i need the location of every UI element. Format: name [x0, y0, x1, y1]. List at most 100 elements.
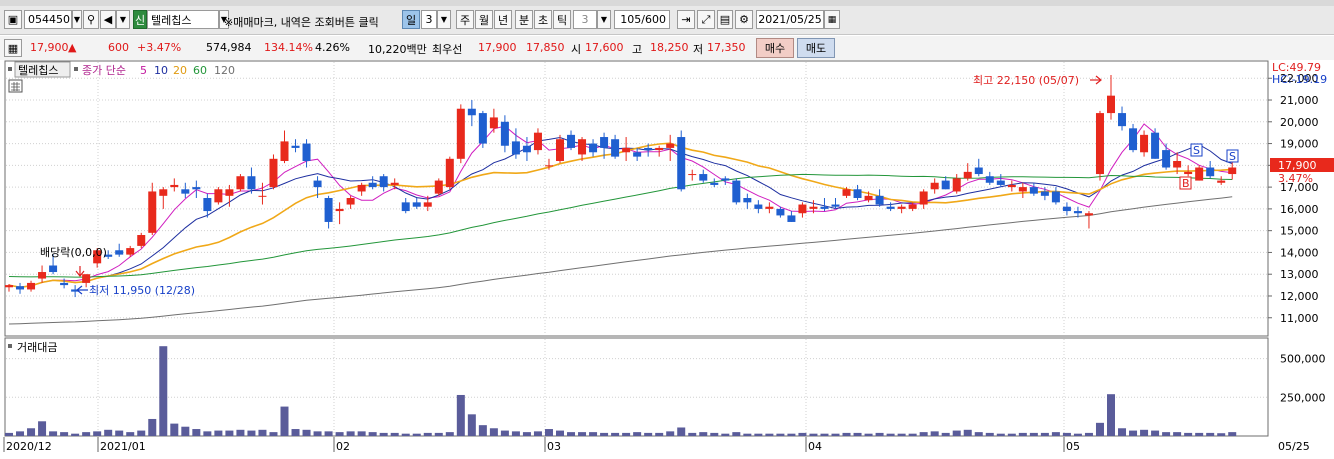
volume-bar	[611, 432, 620, 436]
candle-body	[875, 195, 884, 205]
candle-body	[291, 145, 300, 148]
stock-name-dropdown-icon[interactable]: ▼	[219, 10, 229, 29]
settings-gear-icon[interactable]: ⚙	[735, 10, 753, 29]
x-tick-label: 2021/01	[100, 440, 146, 453]
candle-body	[280, 141, 289, 161]
buy-button[interactable]: 매수	[756, 38, 794, 58]
legend-name-box[interactable]	[14, 61, 71, 78]
candle-body	[1040, 191, 1049, 196]
volume-bar	[1173, 432, 1182, 436]
change-percent: +3.47%	[137, 41, 182, 54]
period-second-button[interactable]: 초	[534, 10, 552, 29]
volume-bar	[1195, 432, 1204, 436]
stock-code-input[interactable]: 054450	[24, 10, 72, 29]
legend-ma60: 60	[193, 64, 207, 77]
volume-bar	[1206, 432, 1215, 436]
candle-body	[864, 195, 873, 201]
volume-bar	[60, 432, 69, 436]
volume-bar	[886, 433, 895, 436]
date-field[interactable]: 2021/05/25	[756, 10, 824, 29]
tick-count-dropdown-icon[interactable]: ▼	[597, 10, 611, 29]
candle-body	[1184, 171, 1193, 175]
open-price: 17,600	[585, 41, 624, 54]
volume-bars	[5, 346, 1237, 436]
candle-body	[467, 108, 476, 116]
period-minute-button[interactable]: 분	[515, 10, 533, 29]
volume-bar	[710, 432, 719, 436]
legend-ma10: 10	[154, 64, 168, 77]
candle-body	[1173, 160, 1182, 168]
candle-body	[1151, 132, 1160, 159]
legend-ma-marker-icon	[74, 67, 78, 71]
volume-bar	[1129, 430, 1138, 436]
y-tick-label: 15,000	[1280, 225, 1319, 238]
candle-body	[556, 139, 564, 161]
stock-name-field[interactable]: 텔레칩스	[147, 10, 219, 29]
volume-bar	[776, 433, 785, 436]
period-year-button[interactable]: 년	[494, 10, 512, 29]
volume-bar	[1217, 433, 1226, 436]
code-dropdown-icon[interactable]: ▼	[72, 10, 82, 29]
period-count-field[interactable]: 3	[421, 10, 437, 29]
candle-body	[82, 274, 91, 283]
save-icon[interactable]: ▤	[717, 10, 733, 29]
search-icon[interactable]: ⚲	[83, 10, 99, 29]
candle-body	[1217, 180, 1226, 183]
volume-bar	[732, 432, 741, 436]
open-label: 시	[571, 43, 582, 56]
candle-body	[622, 147, 631, 153]
period-day-button[interactable]: 일	[402, 10, 420, 29]
candle-body	[820, 206, 829, 209]
period-week-button[interactable]: 주	[456, 10, 474, 29]
jump-icon[interactable]: ⇥	[677, 10, 695, 29]
x-tick-label: 05	[1066, 440, 1080, 453]
volume-bar	[1051, 432, 1060, 436]
volume-bar	[842, 432, 851, 436]
y-tick-label: 21,000	[1280, 94, 1319, 107]
data-count-field[interactable]: 105/600	[614, 10, 670, 29]
table-toggle-icon[interactable]	[8, 79, 23, 93]
candle-body	[655, 147, 664, 151]
candle-body	[357, 184, 366, 192]
candle-body	[511, 141, 520, 155]
volume-bar	[963, 429, 972, 436]
volume-bar	[291, 429, 300, 436]
candle-body	[567, 134, 576, 148]
low-arrow-icon	[76, 285, 88, 295]
volume-bar	[434, 432, 443, 436]
volume-bar	[1228, 432, 1237, 436]
tick-count-field[interactable]: 3	[573, 10, 597, 29]
volume-bar	[754, 433, 763, 436]
speaker-dropdown-icon[interactable]: ▼	[116, 10, 130, 29]
candle-body	[963, 171, 972, 179]
quote-settings-icon[interactable]: ▦	[4, 39, 22, 57]
period-count-dropdown-icon[interactable]: ▼	[437, 10, 451, 29]
sell-button[interactable]: 매도	[797, 38, 835, 58]
crosshair-icon[interactable]: ⤢	[697, 10, 715, 29]
layout-icon[interactable]: ▣	[4, 10, 22, 29]
period-month-button[interactable]: 월	[475, 10, 493, 29]
y-tick-label: 11,000	[1280, 312, 1319, 325]
notice-text: ※매매마크, 내역은 조회버튼 클릭	[224, 16, 379, 29]
volume-bar	[919, 432, 928, 436]
stock-name-value: 텔레칩스	[151, 13, 192, 27]
volume-bar	[688, 432, 697, 436]
volume-bar	[522, 432, 531, 436]
volume-bar	[269, 432, 278, 436]
volume-bar	[1040, 432, 1049, 436]
volume-bar	[423, 432, 432, 436]
volume-bar	[203, 431, 212, 436]
candle-body	[952, 178, 961, 192]
volume-bar	[170, 423, 179, 436]
volume-bar	[908, 433, 917, 436]
candle-body	[203, 198, 212, 212]
calendar-icon[interactable]: ▦	[824, 10, 840, 29]
volume-bar	[556, 430, 564, 436]
y-tick-label: 13,000	[1280, 268, 1319, 281]
period-tick-button[interactable]: 틱	[553, 10, 571, 29]
speaker-icon[interactable]: ◀	[100, 10, 116, 29]
candle-body	[115, 250, 124, 255]
high-label: 고	[632, 43, 643, 56]
volume-bar	[126, 432, 135, 436]
volume-bar	[820, 433, 829, 436]
